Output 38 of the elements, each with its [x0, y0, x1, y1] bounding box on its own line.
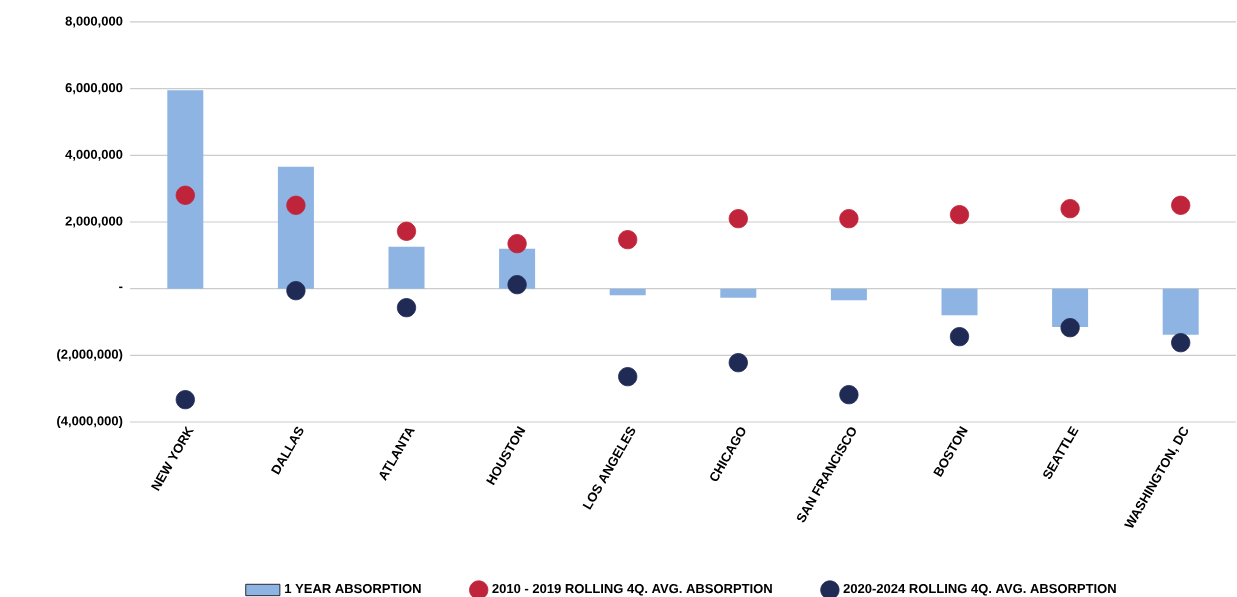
bar [941, 288, 978, 316]
point [728, 209, 748, 229]
point [728, 353, 748, 373]
point [839, 385, 859, 405]
point [175, 390, 195, 410]
y-tick-label: 4,000,000 [65, 149, 123, 161]
point [949, 205, 970, 225]
point [175, 185, 195, 205]
bar [609, 288, 646, 296]
point [507, 234, 527, 254]
point [618, 230, 638, 250]
point [396, 298, 417, 318]
bar [388, 246, 425, 289]
point [1060, 318, 1080, 338]
point [839, 209, 859, 229]
y-tick-label: 6,000,000 [65, 83, 123, 95]
point [1171, 195, 1191, 215]
bar [830, 288, 867, 301]
point [286, 195, 306, 215]
y-tick-label: (4,000,000) [57, 415, 123, 429]
y-tick-label: (2,000,000) [57, 349, 123, 362]
bar [720, 288, 757, 298]
bar [167, 90, 204, 289]
point [507, 275, 527, 295]
y-tick-label: - [119, 286, 123, 289]
y-tick-label: 2,000,000 [65, 216, 123, 228]
point [396, 221, 417, 241]
point [286, 281, 306, 301]
legend-label: 2010 - 2019 ROLLING 4Q. AVG. ABSORPTION [492, 583, 772, 596]
point [1060, 199, 1080, 219]
point [1171, 333, 1191, 353]
legend-label: 1 YEAR ABSORPTION [285, 583, 421, 594]
point [618, 367, 638, 387]
bar [1162, 288, 1199, 335]
point [949, 327, 970, 347]
legend-label: 2020-2024 ROLLING 4Q. AVG. ABSORPTION [843, 583, 1116, 596]
y-tick-label: 8,000,000 [65, 16, 123, 28]
bar [277, 166, 314, 289]
